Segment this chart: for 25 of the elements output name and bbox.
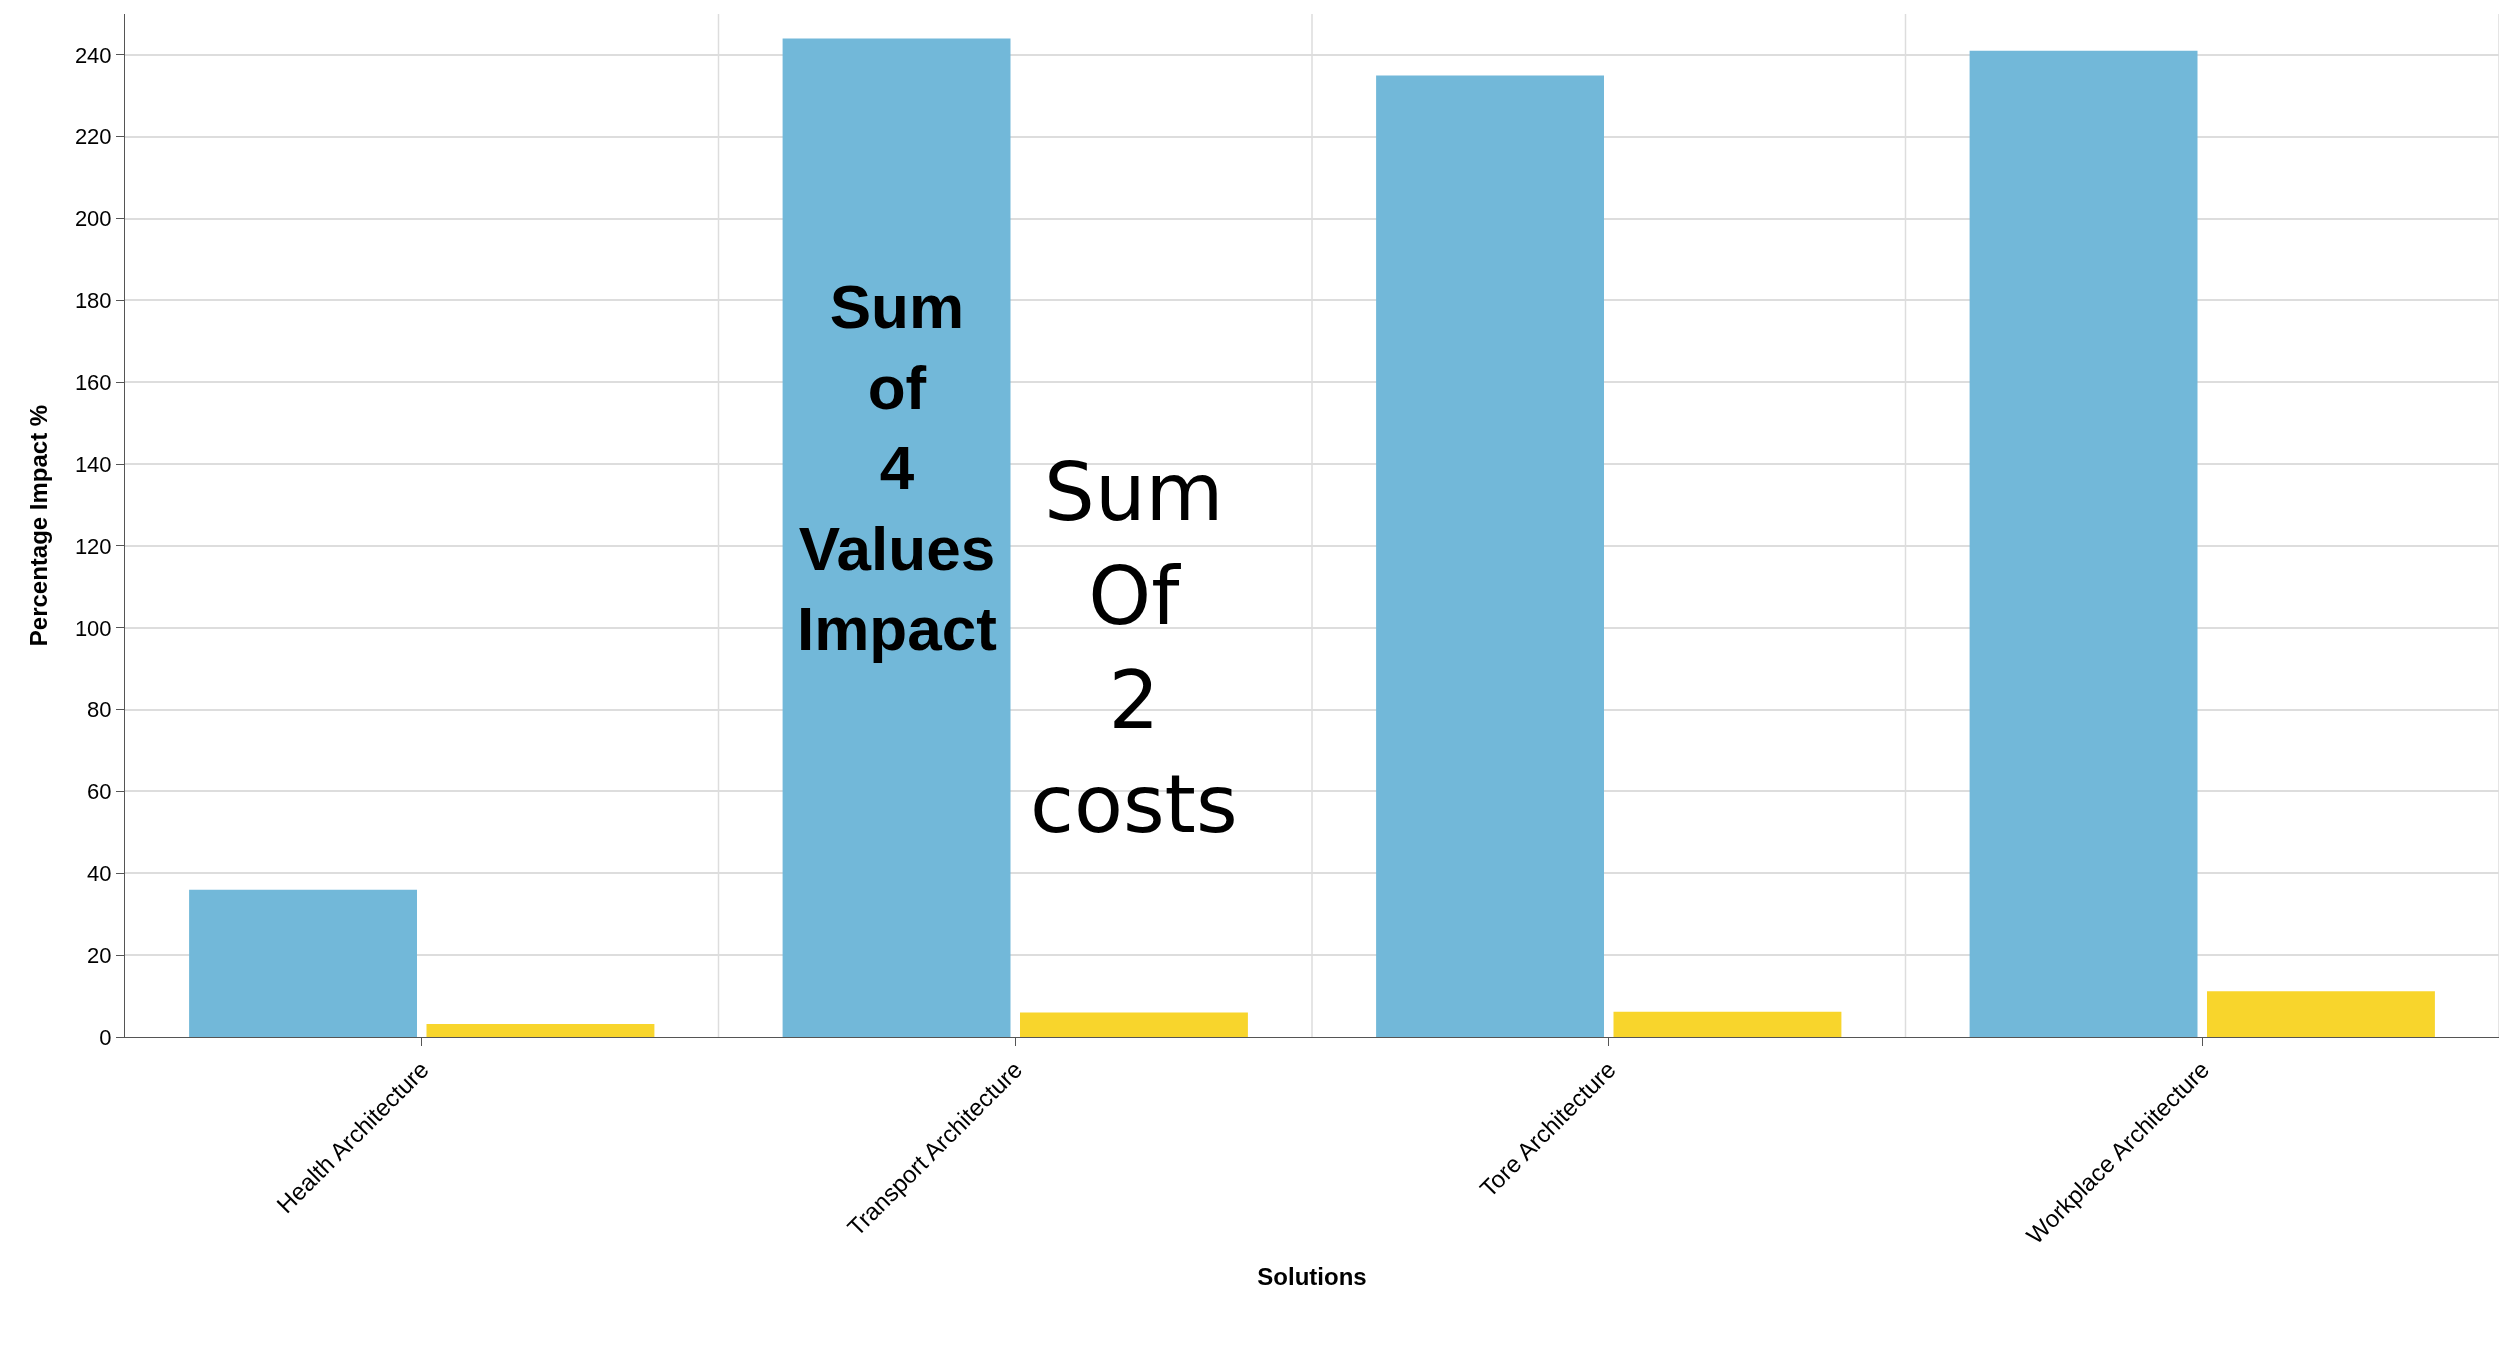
x-axis-title: Solutions: [1257, 1263, 1367, 1291]
y-tick-label: 220: [74, 124, 112, 150]
y-tick-label: 60: [87, 779, 112, 805]
bar: [189, 889, 417, 1037]
y-tick-label: 120: [74, 533, 112, 559]
bar: [2207, 991, 2435, 1037]
y-tick-label: 160: [74, 369, 112, 395]
y-tick-label: 180: [74, 288, 112, 314]
bar: [426, 1023, 655, 1037]
bar: [1376, 75, 1604, 1037]
annotation: Sum Of 2 costs: [1030, 446, 1238, 851]
y-tick-label: 20: [87, 942, 112, 968]
y-tick-label: 200: [74, 206, 112, 232]
y-tick-label: 140: [74, 451, 112, 477]
y-tick-label: 80: [87, 697, 112, 723]
y-tick-label: 40: [87, 861, 112, 887]
y-tick-label: 240: [74, 42, 112, 68]
bar: [1613, 1011, 1842, 1037]
y-tick-label: 0: [99, 1024, 112, 1050]
y-tick-label: 100: [74, 615, 112, 641]
bar: [1969, 50, 2198, 1037]
annotation: Sum of 4 Values Impact: [797, 272, 997, 664]
y-axis-title: Percentage Impact %: [24, 404, 52, 647]
bar: [1020, 1012, 1248, 1037]
bar: [782, 38, 1011, 1037]
